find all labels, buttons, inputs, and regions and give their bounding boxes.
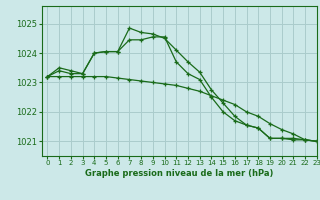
X-axis label: Graphe pression niveau de la mer (hPa): Graphe pression niveau de la mer (hPa) — [85, 169, 273, 178]
